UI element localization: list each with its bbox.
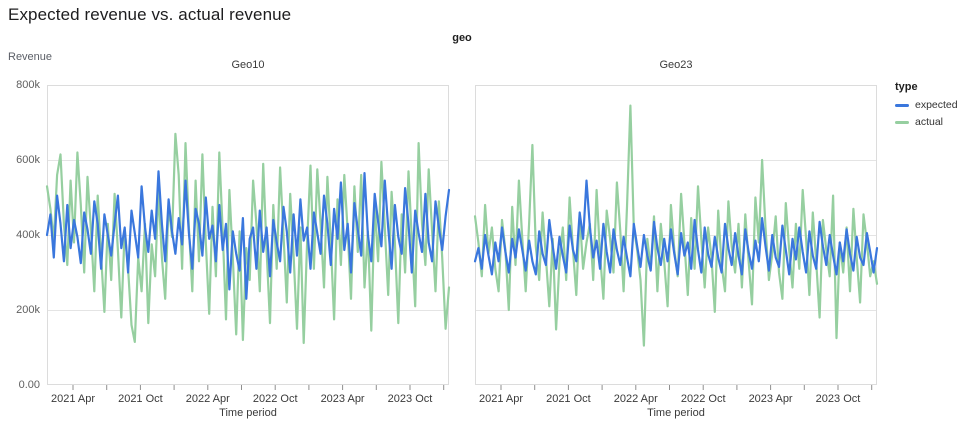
legend-label-expected: expected <box>915 99 958 111</box>
facet-geo23-plot: 2021 Apr 2021 Oct 2022 Apr 2022 Oct 2023 Apr… <box>473 85 879 419</box>
y-tick-label: 800k <box>16 79 40 91</box>
y-tick-label: 0.00 <box>18 379 40 391</box>
x-tick-label: 2022 Apr <box>614 393 658 405</box>
facet-title-geo10: Geo10 <box>231 59 265 71</box>
x-axis-title: Time period <box>647 407 705 419</box>
x-tick-label: 2023 Apr <box>749 393 793 405</box>
y-tick-label: 600k <box>16 154 40 166</box>
chart-legend: type expected actual <box>895 81 958 133</box>
x-tick-label: 2022 Oct <box>681 393 726 405</box>
facet-geo10-plot: 2021 Apr 2021 Oct 2022 Apr 2022 Oct 2023 Apr… <box>45 85 451 419</box>
expected-line-geo10 <box>45 170 451 300</box>
facet-geo10: Geo10 2021 Apr 2021 Oct 2022 Apr 2022 Oct 20… <box>45 59 451 419</box>
legend-item-actual[interactable]: actual <box>895 116 958 128</box>
y-tick-label: 400k <box>16 229 40 241</box>
facet-geo23: Geo23 2021 Apr 2021 Oct 2022 Apr 2022 Oct 20… <box>473 59 879 419</box>
x-tick-label: 2023 Apr <box>321 393 365 405</box>
x-tick-label: 2023 Oct <box>388 393 433 405</box>
x-tick-label: 2021 Oct <box>546 393 591 405</box>
expected-line-geo23 <box>473 179 879 278</box>
legend-title: type <box>895 81 918 93</box>
x-tick-label: 2022 Apr <box>186 393 230 405</box>
x-tick-label: 2021 Apr <box>51 393 95 405</box>
facet-title-geo23: Geo23 <box>659 59 693 71</box>
x-tick-label: 2021 Oct <box>118 393 163 405</box>
y-tick-label: 200k <box>16 304 40 316</box>
facet-field-header: geo <box>452 32 472 44</box>
y-axis-title: Revenue <box>8 51 53 63</box>
plot-border <box>475 85 877 385</box>
actual-line-swatch <box>895 120 909 124</box>
x-tick-label: 2023 Oct <box>816 393 861 405</box>
legend-label-actual: actual <box>915 116 944 128</box>
x-axis-title: Time period <box>219 407 277 419</box>
x-tick-label: 2021 Apr <box>479 393 523 405</box>
expected-line-swatch <box>895 103 909 107</box>
x-tick-label: 2022 Oct <box>253 393 298 405</box>
actual-line-geo23 <box>473 104 879 347</box>
chart-title: Expected revenue vs. actual revenue <box>8 5 292 24</box>
legend-item-expected[interactable]: expected <box>895 99 958 111</box>
